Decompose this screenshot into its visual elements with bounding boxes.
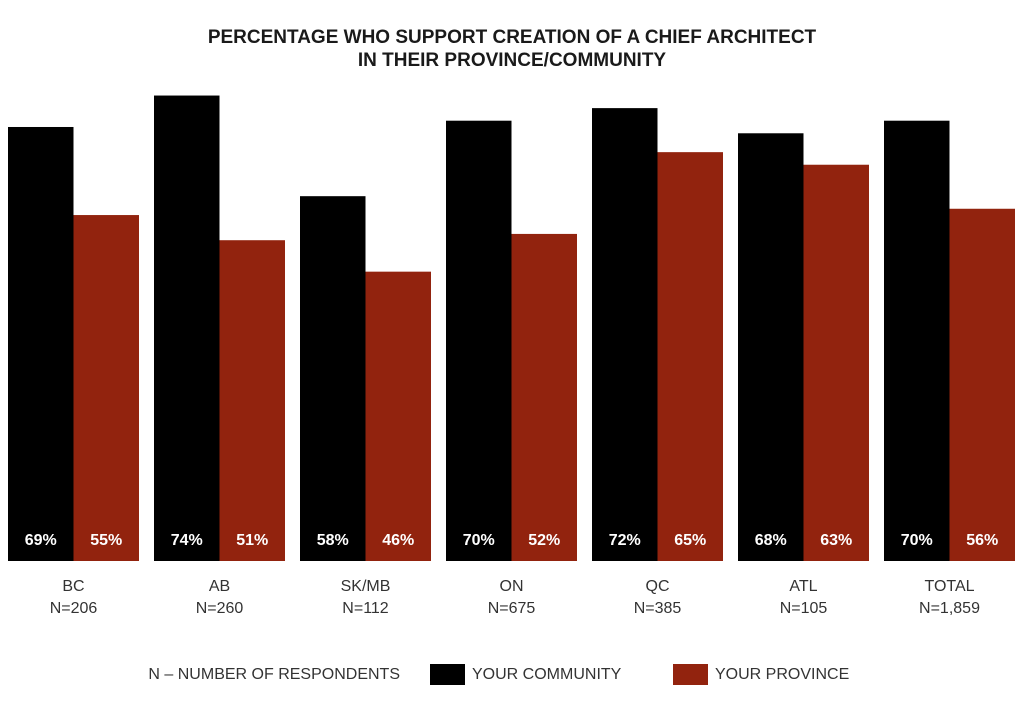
sample-size: N=1,859 [919,600,980,617]
bar [73,215,139,562]
value-label: 70% [901,532,933,549]
bar [154,95,220,561]
bar [803,164,869,562]
value-label: 72% [609,532,641,549]
bar [884,120,950,561]
value-label: 56% [966,532,998,549]
x-tick-label: QC [646,578,670,595]
legend-swatch [430,664,465,685]
value-label: 46% [382,532,414,549]
legend-note: N – NUMBER OF RESPONDENTS [148,666,400,683]
bar [300,196,366,561]
x-tick-label: SK/MB [341,578,391,595]
x-tick-label: ATL [789,578,817,595]
value-label: 70% [463,532,495,549]
legend-swatch [673,664,708,685]
value-label: 55% [90,532,122,549]
value-label: 51% [236,532,268,549]
legend-label: YOUR PROVINCE [715,666,849,683]
bar [592,108,658,562]
value-label: 68% [755,532,787,549]
sample-size: N=112 [342,600,389,617]
x-tick-label: AB [209,578,230,595]
sample-size: N=675 [488,600,536,617]
value-label: 52% [528,532,560,549]
value-label: 74% [171,532,203,549]
bar [219,240,285,561]
value-label: 63% [820,532,852,549]
sample-size: N=260 [196,600,244,617]
bar [446,120,512,561]
sample-size: N=385 [634,600,682,617]
bar [738,133,804,561]
bar [365,271,431,561]
sample-size: N=105 [780,600,828,617]
value-label: 69% [25,532,57,549]
legend-label: YOUR COMMUNITY [472,666,622,683]
bar [657,152,723,561]
sample-size: N=206 [50,600,98,617]
value-label: 58% [317,532,349,549]
x-tick-label: TOTAL [924,578,974,595]
bar [949,208,1015,561]
value-label: 65% [674,532,706,549]
x-tick-label: ON [500,578,524,595]
chart-title: IN THEIR PROVINCE/COMMUNITY [358,50,667,71]
bar [511,233,577,562]
bar [8,126,74,562]
x-tick-label: BC [62,578,84,595]
chart-title: PERCENTAGE WHO SUPPORT CREATION OF A CHI… [208,27,817,48]
